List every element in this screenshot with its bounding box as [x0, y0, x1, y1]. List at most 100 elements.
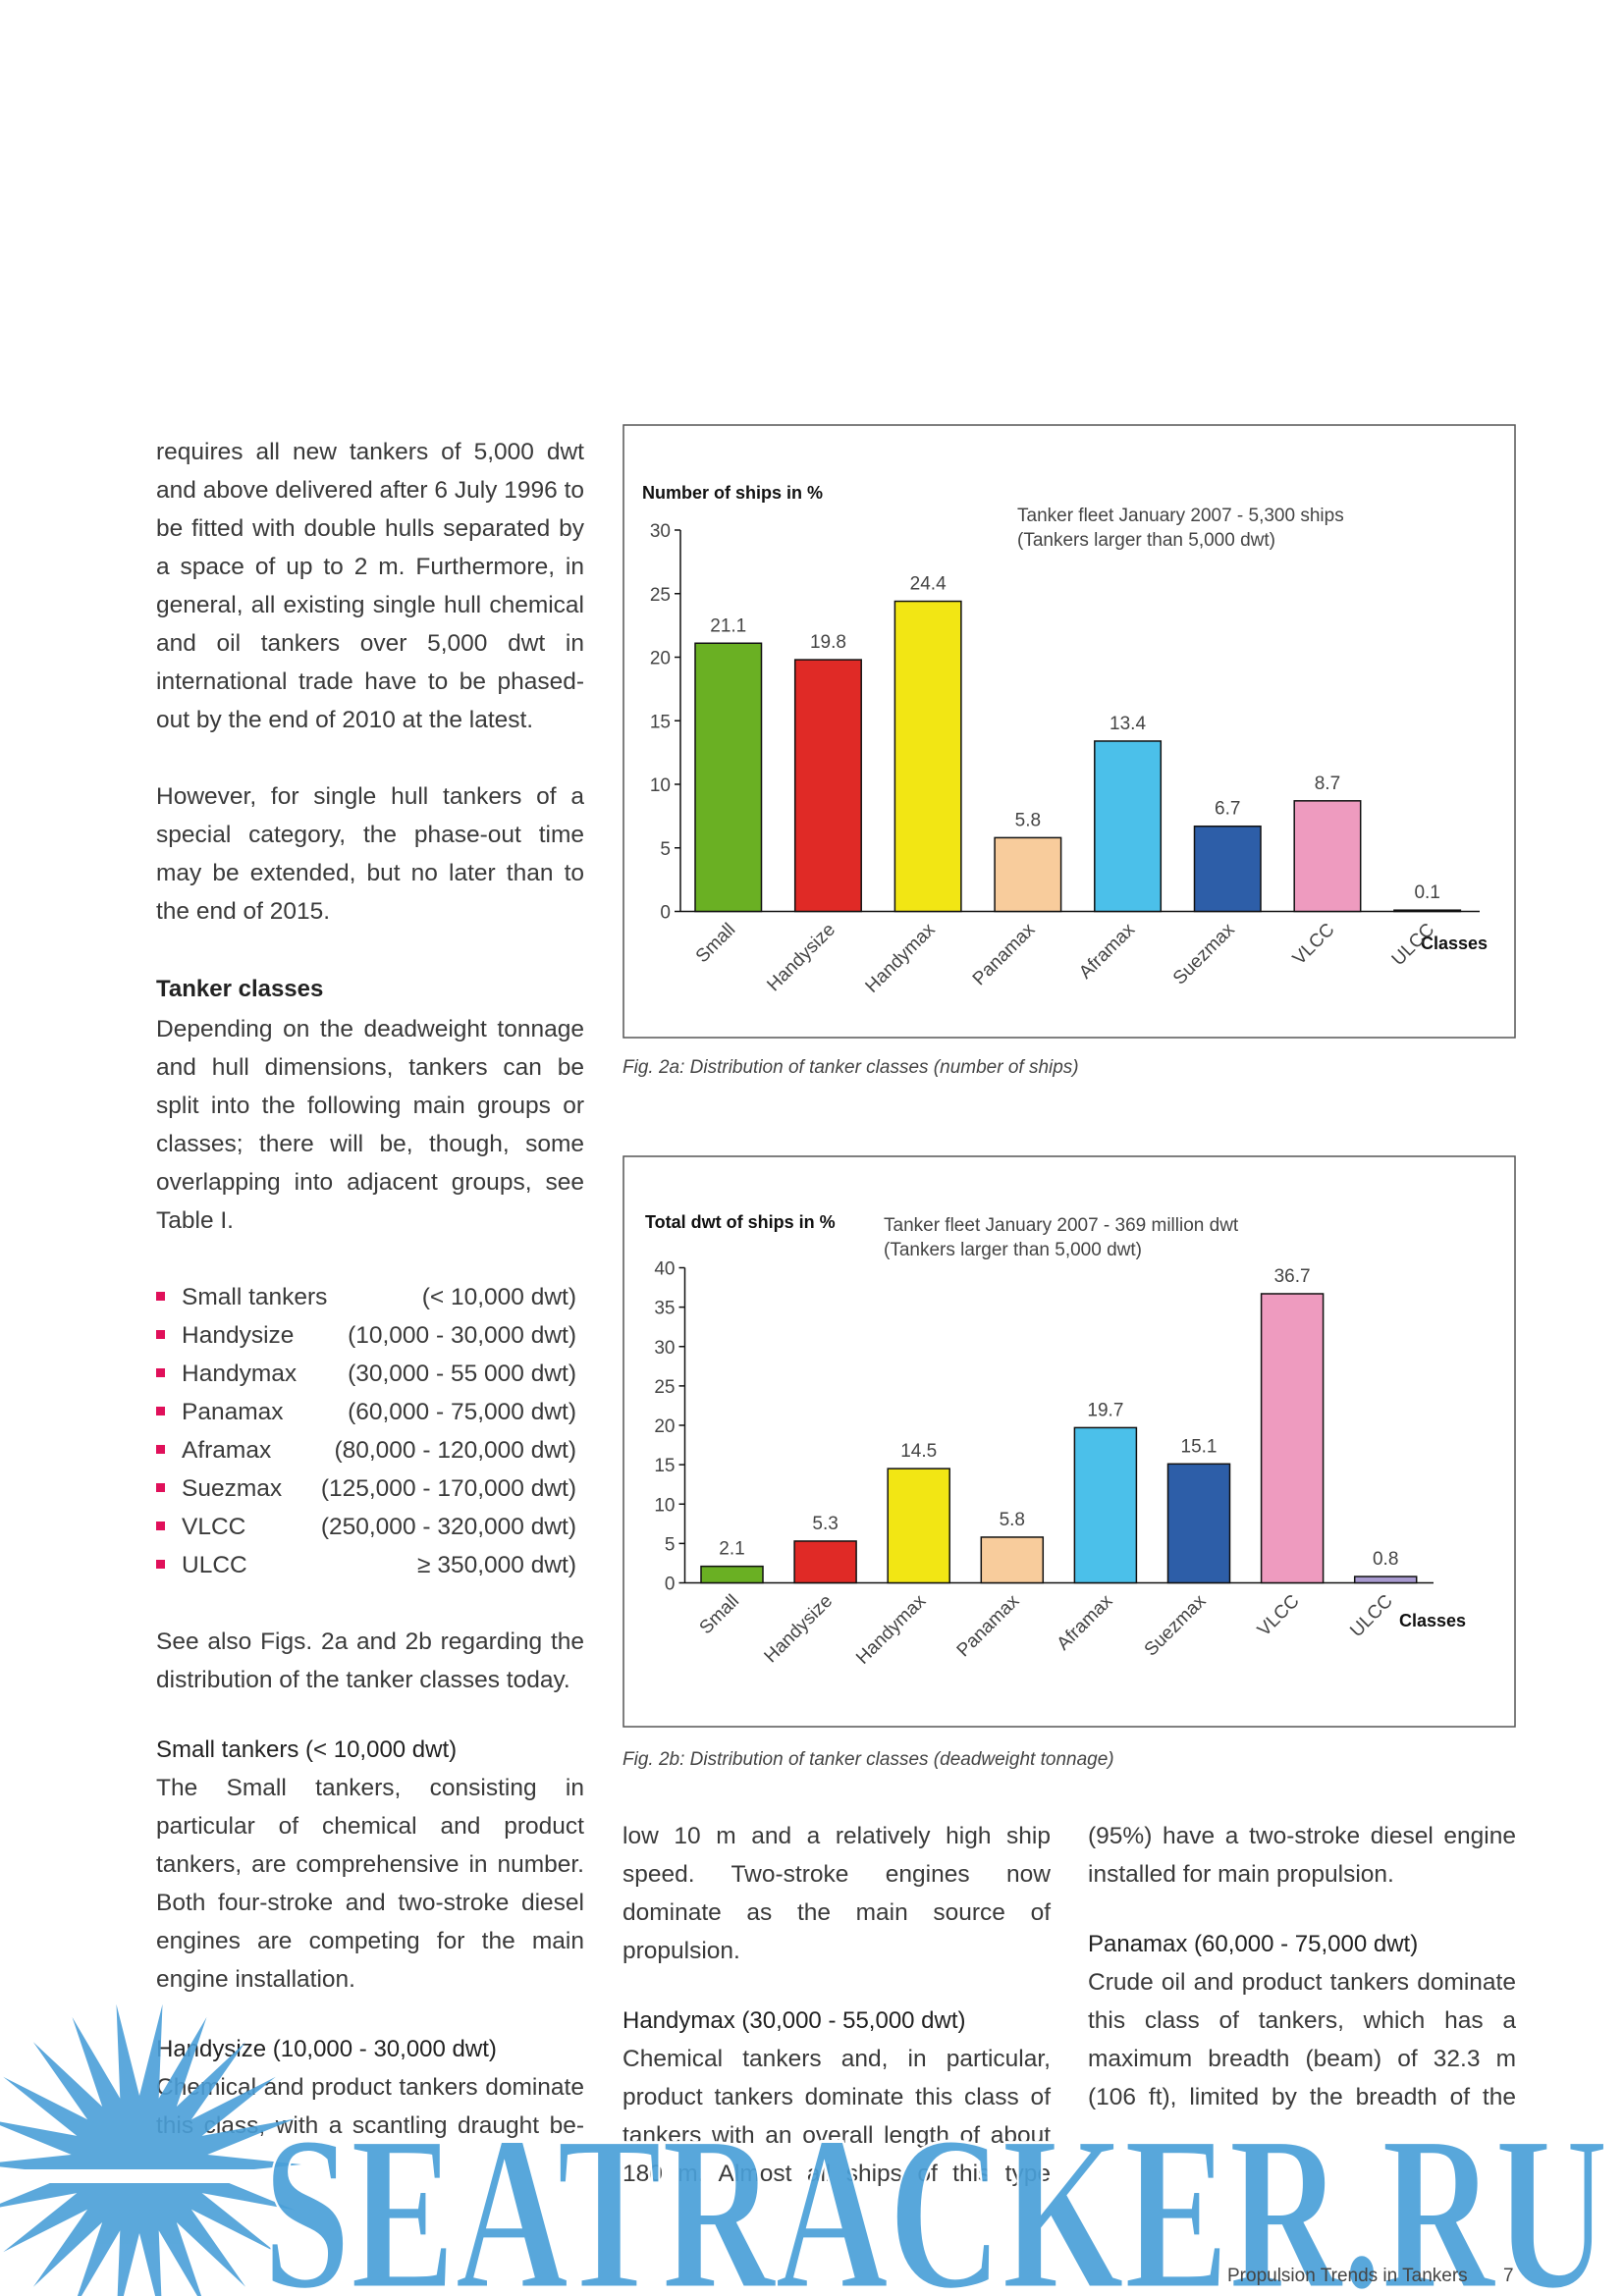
item-name-wrap: Suezmax	[156, 1469, 282, 1508]
bar	[1393, 909, 1462, 913]
y-tick-label: 15	[650, 712, 671, 732]
y-tick-label: 30	[654, 1338, 675, 1359]
bar	[893, 600, 962, 913]
x-tick-label: VLCC	[1289, 920, 1339, 970]
item-name: Aframax	[182, 1437, 272, 1464]
annotation: Tanker fleet January 2007 - 369 million …	[884, 1215, 1239, 1236]
y-tick-label: 25	[654, 1377, 675, 1398]
bullet	[156, 1368, 165, 1378]
bar	[1293, 800, 1362, 913]
y-tick-label: 0	[665, 1575, 676, 1595]
item-name: Small tankers	[182, 1284, 328, 1310]
value-label: 14.5	[900, 1441, 937, 1462]
value-label: 15.1	[1181, 1436, 1218, 1457]
annotation: (Tankers larger than 5,000 dwt)	[884, 1240, 1142, 1260]
x-tick-label: Aframax	[1054, 1590, 1117, 1654]
chart-frame	[623, 424, 1516, 1039]
subheading: Handymax (30,000 - 55,000 dwt)	[623, 2007, 966, 2034]
value-label: 19.7	[1087, 1400, 1123, 1420]
x-tick-label: Panamax	[953, 1590, 1024, 1661]
caption: Fig. 2b: Distribution of tanker classes …	[623, 1749, 1114, 1770]
value-label: 0.1	[1414, 882, 1439, 903]
value-label: 36.7	[1274, 1266, 1311, 1287]
bar	[887, 1468, 950, 1584]
paragraph: Chemical tankers and, in particular, pro…	[623, 2046, 1051, 2187]
bar	[994, 836, 1062, 913]
y-tick-label: 15	[654, 1456, 675, 1476]
heading: Tanker classes	[156, 976, 324, 1002]
x-tick-label: Small	[696, 1591, 743, 1638]
paragraph: However, for single hull tankers of a sp…	[156, 783, 584, 925]
value-label: 2.1	[719, 1539, 744, 1560]
value-label: 5.8	[1000, 1510, 1025, 1530]
list-item: ULCC ≥ 350,000 dwt)	[156, 1546, 576, 1584]
item-name-wrap: Panamax	[156, 1393, 284, 1431]
paragraph: See also Figs. 2a and 2b regarding the d…	[156, 1629, 584, 1693]
x-tick-label: Suezmax	[1169, 919, 1239, 988]
middle-column: low 10 m and a relatively high ship spee…	[623, 1817, 1051, 2193]
value-label: 19.8	[810, 632, 846, 653]
list-item: Handysize (10,000 - 30,000 dwt)	[156, 1316, 576, 1355]
item-range: ≥ 350,000 dwt)	[417, 1552, 576, 1578]
bar	[700, 1565, 764, 1584]
x-tick-label: Aframax	[1075, 919, 1139, 983]
bullet	[156, 1522, 165, 1531]
subheading: Small tankers (< 10,000 dwt)	[156, 1736, 458, 1763]
y-tick-label: 20	[654, 1416, 675, 1437]
item-name: Panamax	[182, 1399, 284, 1425]
subheading: Panamax (60,000 - 75,000 dwt)	[1088, 1931, 1419, 1957]
paragraph: (95%) have a two-stroke diesel engine in…	[1088, 1823, 1516, 1888]
paragraph: The Small tankers, consisting in particu…	[156, 1775, 584, 1993]
item-name-wrap: Small tankers	[156, 1278, 327, 1316]
item-range: (60,000 - 75,000 dwt)	[348, 1399, 576, 1425]
y-tick-label: 30	[650, 521, 671, 542]
y-tick-label: 5	[665, 1534, 676, 1555]
paragraph: low 10 m and a relatively high ship spee…	[623, 1823, 1051, 1964]
bullet	[156, 1560, 165, 1570]
right-column: (95%) have a two-stroke diesel engine in…	[1088, 1817, 1516, 2116]
item-name: ULCC	[182, 1552, 247, 1578]
y-axis-title: Number of ships in %	[642, 483, 823, 503]
item-name-wrap: VLCC	[156, 1508, 245, 1546]
sunburst-logo	[0, 2003, 314, 2296]
bar	[980, 1536, 1045, 1584]
value-label: 5.3	[812, 1514, 838, 1534]
x-tick-label: Panamax	[969, 919, 1040, 989]
item-name-wrap: Handysize	[156, 1316, 294, 1355]
list-item: Small tankers (< 10,000 dwt)	[156, 1278, 576, 1316]
bar	[1166, 1463, 1231, 1584]
item-name: VLCC	[182, 1514, 246, 1540]
paragraph: Crude oil and product tankers dominate t…	[1088, 1969, 1516, 2110]
y-tick-label: 25	[650, 585, 671, 606]
item-name-wrap: Handymax	[156, 1355, 297, 1393]
item-name: Handymax	[182, 1361, 298, 1387]
bar	[793, 1540, 857, 1584]
value-label: 24.4	[910, 574, 947, 595]
x-tick-label: Handysize	[763, 920, 839, 996]
caption: Fig. 2a: Distribution of tanker classes …	[623, 1057, 1079, 1078]
watermark: SEATRACKER.RU Propulsion Trends in Tanke…	[0, 2003, 1610, 2296]
value-label: 6.7	[1215, 799, 1240, 820]
item-range: (< 10,000 dwt)	[421, 1284, 576, 1310]
value-label: 21.1	[710, 615, 746, 636]
list-item: Aframax (80,000 - 120,000 dwt)	[156, 1431, 576, 1469]
page-number: 7	[1503, 2266, 1514, 2286]
x-tick-label: Small	[692, 920, 739, 967]
footer-title: Propulsion Trends in Tankers	[1227, 2266, 1468, 2286]
item-range: (30,000 - 55 000 dwt)	[348, 1361, 576, 1387]
bar	[1073, 1426, 1138, 1584]
y-tick-label: 10	[650, 775, 671, 796]
chart: 0 5 10 15 20 25 30 Number of ships in % Tanker f…	[623, 424, 1516, 1039]
list-item: Panamax (60,000 - 75,000 dwt)	[156, 1393, 576, 1431]
sun-rays	[0, 2003, 301, 2296]
bullet	[156, 1483, 165, 1493]
y-axis-title: Total dwt of ships in %	[645, 1212, 836, 1232]
watermark-text: SEATRACKER.RU	[263, 2090, 1608, 2296]
bullet	[156, 1407, 165, 1416]
x-tick-label: Handymax	[862, 919, 940, 996]
item-name-wrap: ULCC	[156, 1546, 247, 1584]
value-label: 8.7	[1315, 774, 1340, 794]
annotation: Tanker fleet January 2007 - 5,300 ships	[1017, 506, 1344, 526]
bar	[1094, 740, 1163, 913]
y-tick-label: 35	[654, 1299, 675, 1319]
